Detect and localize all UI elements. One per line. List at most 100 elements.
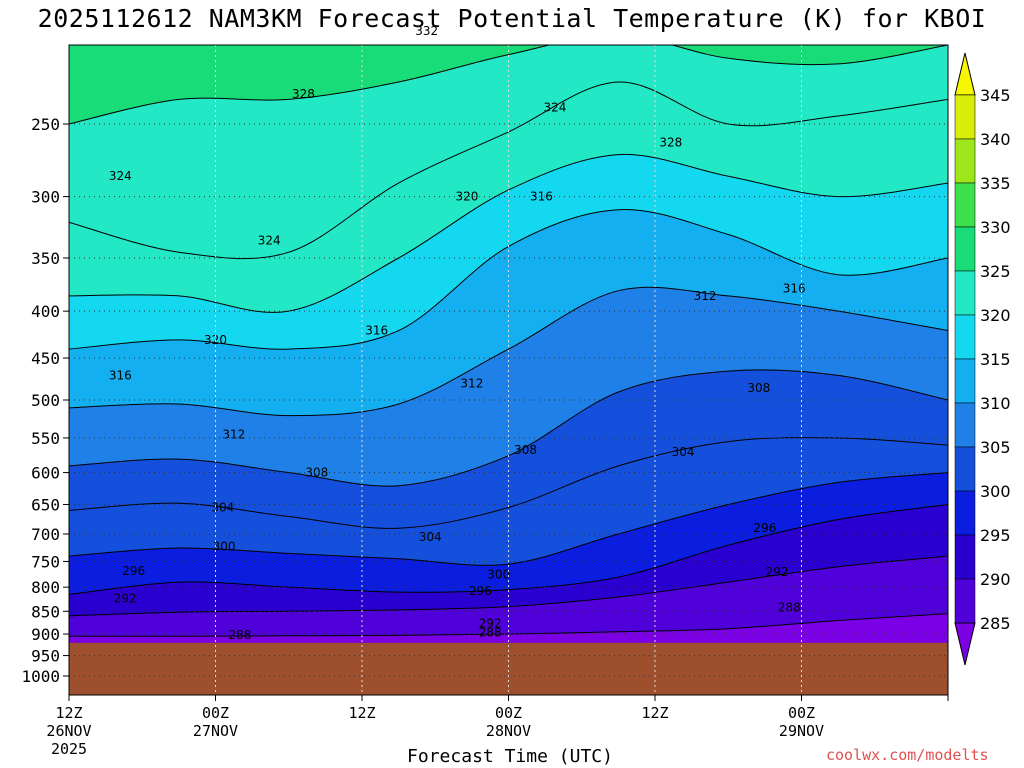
colorbar-bottom-arrow [954,622,976,666]
contour-label: 320 [456,190,479,204]
colorbar-swatch [954,402,976,448]
colorbar-swatch [954,94,976,140]
colorbar-tick-label: 295 [980,526,1011,545]
contour-label: 308 [747,381,770,395]
colorbar-swatch [954,578,976,624]
colorbar-swatch [954,446,976,492]
contour-label: 328 [292,87,315,101]
colorbar-swatch [954,490,976,536]
y-tick-label: 650 [31,495,60,514]
x-tick-label: 12Z [55,704,82,722]
fill-band-328 [69,45,948,124]
contour-label: 312 [222,427,245,441]
y-tick-label: 500 [31,391,60,410]
colorbar-tick-label: 330 [980,218,1011,237]
contour-label: 312 [460,377,483,391]
contour-label: 324 [258,234,281,248]
colorbar-tick-label: 345 [980,86,1011,105]
y-tick-label: 800 [31,578,60,597]
colorbar-swatch [954,314,976,360]
x-tick-label: 29NOV [779,722,824,740]
colorbar-tick-label: 300 [980,482,1011,501]
isentrope-300 [69,472,948,566]
credit-link[interactable]: coolwx.com/modelts [826,746,989,764]
x-tick-label: 12Z [641,704,668,722]
contour-label: 300 [487,568,510,582]
contour-label: 316 [783,282,806,296]
contour-label: 324 [543,101,566,115]
isentrope-320 [69,153,948,313]
y-tick-label: 850 [31,602,60,621]
y-tick-label: 400 [31,302,60,321]
colorbar-swatch [954,358,976,404]
x-tick-label: 00Z [202,704,229,722]
contour-label: 312 [694,289,717,303]
colorbar-swatch [954,182,976,228]
colorbar-tick-label: 335 [980,174,1011,193]
contour-label: 288 [228,628,251,642]
contour-label: 300 [213,539,236,553]
colorbar: 285 290 295 300 305 310 315 320 325 330 335 340 345 [954,52,1011,666]
contour-label: 296 [469,584,492,598]
chart-title: 2025112612 NAM3KM Forecast Potential Tem… [37,4,987,33]
contour-label: 292 [766,565,789,579]
colorbar-tick-label: 290 [980,570,1011,589]
contour-label: 320 [204,333,227,347]
x-tick-label: 2025 [51,740,87,758]
y-tick-label: 1000 [21,667,60,686]
grid-lines [69,45,948,695]
contour-label: 304 [419,530,442,544]
fill-band-332 [69,0,948,38]
y-tick-label: 750 [31,552,60,571]
x-tick-label: 00Z [495,704,522,722]
colorbar-tick-label: 310 [980,394,1011,413]
contour-label: 296 [753,521,776,535]
y-tick-label: 950 [31,647,60,666]
y-tick-label: 450 [31,349,60,368]
contour-labels: 288 2882882922922922962962963003003043043… [109,24,806,642]
y-tick-label: 550 [31,429,60,448]
contour-label: 328 [659,136,682,150]
colorbar-swatch [954,270,976,316]
isentrope-328 [69,45,948,125]
colorbar-tick-label: 285 [980,614,1011,633]
contour-label: 308 [514,443,537,457]
colorbar-swatch [954,226,976,272]
contour-label: 292 [114,591,137,605]
colorbar-tick-label: 340 [980,130,1011,149]
contour-label: 288 [778,601,801,615]
x-tick-label: 28NOV [486,722,531,740]
contour-label: 308 [305,466,328,480]
fill-band-336 [69,0,948,35]
x-tick-label: 00Z [788,704,815,722]
colorbar-tick-label: 315 [980,350,1011,369]
isentrope-296 [69,504,948,595]
contour-label: 332 [415,24,438,38]
y-tick-label: 900 [31,625,60,644]
contour-label: 304 [211,501,234,515]
contour-label: 316 [530,190,553,204]
x-tick-label: 12Z [348,704,375,722]
colorbar-swatch [954,534,976,580]
colorbar-top-arrow [954,52,976,96]
contour-label: 324 [109,169,132,183]
colorbar-swatch [954,138,976,184]
x-axis-label: Forecast Time (UTC) [407,746,613,767]
y-tick-label: 250 [31,115,60,134]
contour-label: 288 [479,625,502,639]
contour-label: 316 [365,324,388,338]
isentrope-288 [69,613,948,637]
isentrope-332 [69,0,948,38]
contour-label: 296 [122,564,145,578]
colorbar-tick-label: 305 [980,438,1011,457]
y-tick-label: 600 [31,464,60,483]
contour-label: 316 [109,368,132,382]
x-tick-label: 26NOV [46,722,91,740]
y-axis: 250 300 350 400 450 500 550 600 650 700 750 800 850 9… [21,115,69,686]
x-tick-label: 27NOV [193,722,238,740]
y-tick-label: 350 [31,249,60,268]
colorbar-tick-label: 325 [980,262,1011,281]
colorbar-tick-label: 320 [980,306,1011,325]
